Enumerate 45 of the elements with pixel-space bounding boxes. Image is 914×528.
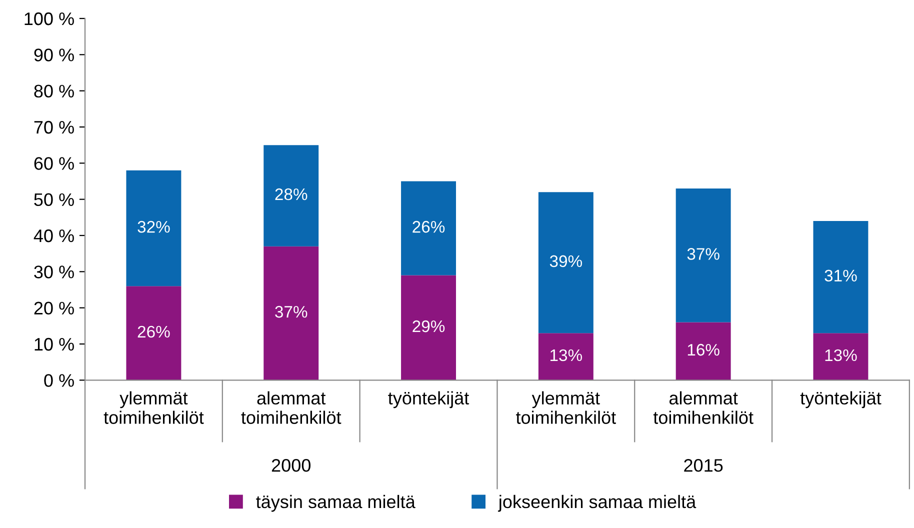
data-label: 16%	[688, 344, 720, 356]
y-tick-label: 0 %	[44, 374, 74, 387]
text: 2000	[272, 459, 310, 472]
y-tick-label: 50 %	[34, 193, 74, 206]
data-label: 28%	[275, 188, 308, 200]
y-tick-label: 100 %	[24, 12, 74, 26]
x-tick-label: työntekijät	[800, 391, 882, 408]
y-tick-label: 20 %	[34, 302, 74, 315]
bar	[813, 221, 868, 334]
x-tick-label: ylemmät toimihenkilöt	[516, 391, 616, 424]
bar	[401, 181, 456, 276]
legend-label: jokseenkin samaa mieltä	[498, 494, 696, 512]
data-label: 29%	[412, 320, 445, 332]
bar	[538, 333, 594, 380]
y-tick-label: 60 %	[34, 157, 74, 170]
y-tick-label: 40 %	[34, 229, 74, 242]
data-label: 37%	[687, 248, 720, 260]
data-label: 32%	[138, 220, 170, 233]
x-tick-label: ylemmät toimihenkilöt	[104, 391, 204, 424]
bar	[813, 333, 868, 380]
x-tick-label: työntekijät	[388, 391, 470, 408]
y-tick-label: 80 %	[34, 84, 74, 98]
x-tick-label: alemmat toimihenkilöt	[653, 391, 754, 424]
bar	[264, 145, 319, 246]
data-label: 37%	[275, 306, 308, 318]
y-tick-label: 70 %	[34, 120, 74, 134]
y-tick-label: 90 %	[34, 48, 74, 62]
data-label: 26%	[138, 326, 170, 338]
y-tick-label: 30 %	[34, 266, 74, 278]
y-tick-label: 10 %	[34, 338, 74, 351]
data-label: 13%	[550, 349, 582, 362]
bar	[126, 286, 182, 380]
bar	[126, 170, 182, 286]
legend-label: täysin samaa mieltä	[256, 494, 416, 512]
bar	[676, 188, 731, 322]
bar	[538, 192, 594, 334]
bar	[676, 322, 731, 380]
data-label: 26%	[412, 220, 445, 233]
text: 2015	[684, 459, 723, 472]
data-label: 31%	[824, 270, 857, 282]
data-label: 39%	[550, 255, 582, 268]
x-tick-label: alemmat toimihenkilöt	[241, 391, 342, 424]
bar	[401, 275, 456, 380]
data-label: 13%	[825, 349, 857, 362]
bar	[264, 246, 319, 380]
